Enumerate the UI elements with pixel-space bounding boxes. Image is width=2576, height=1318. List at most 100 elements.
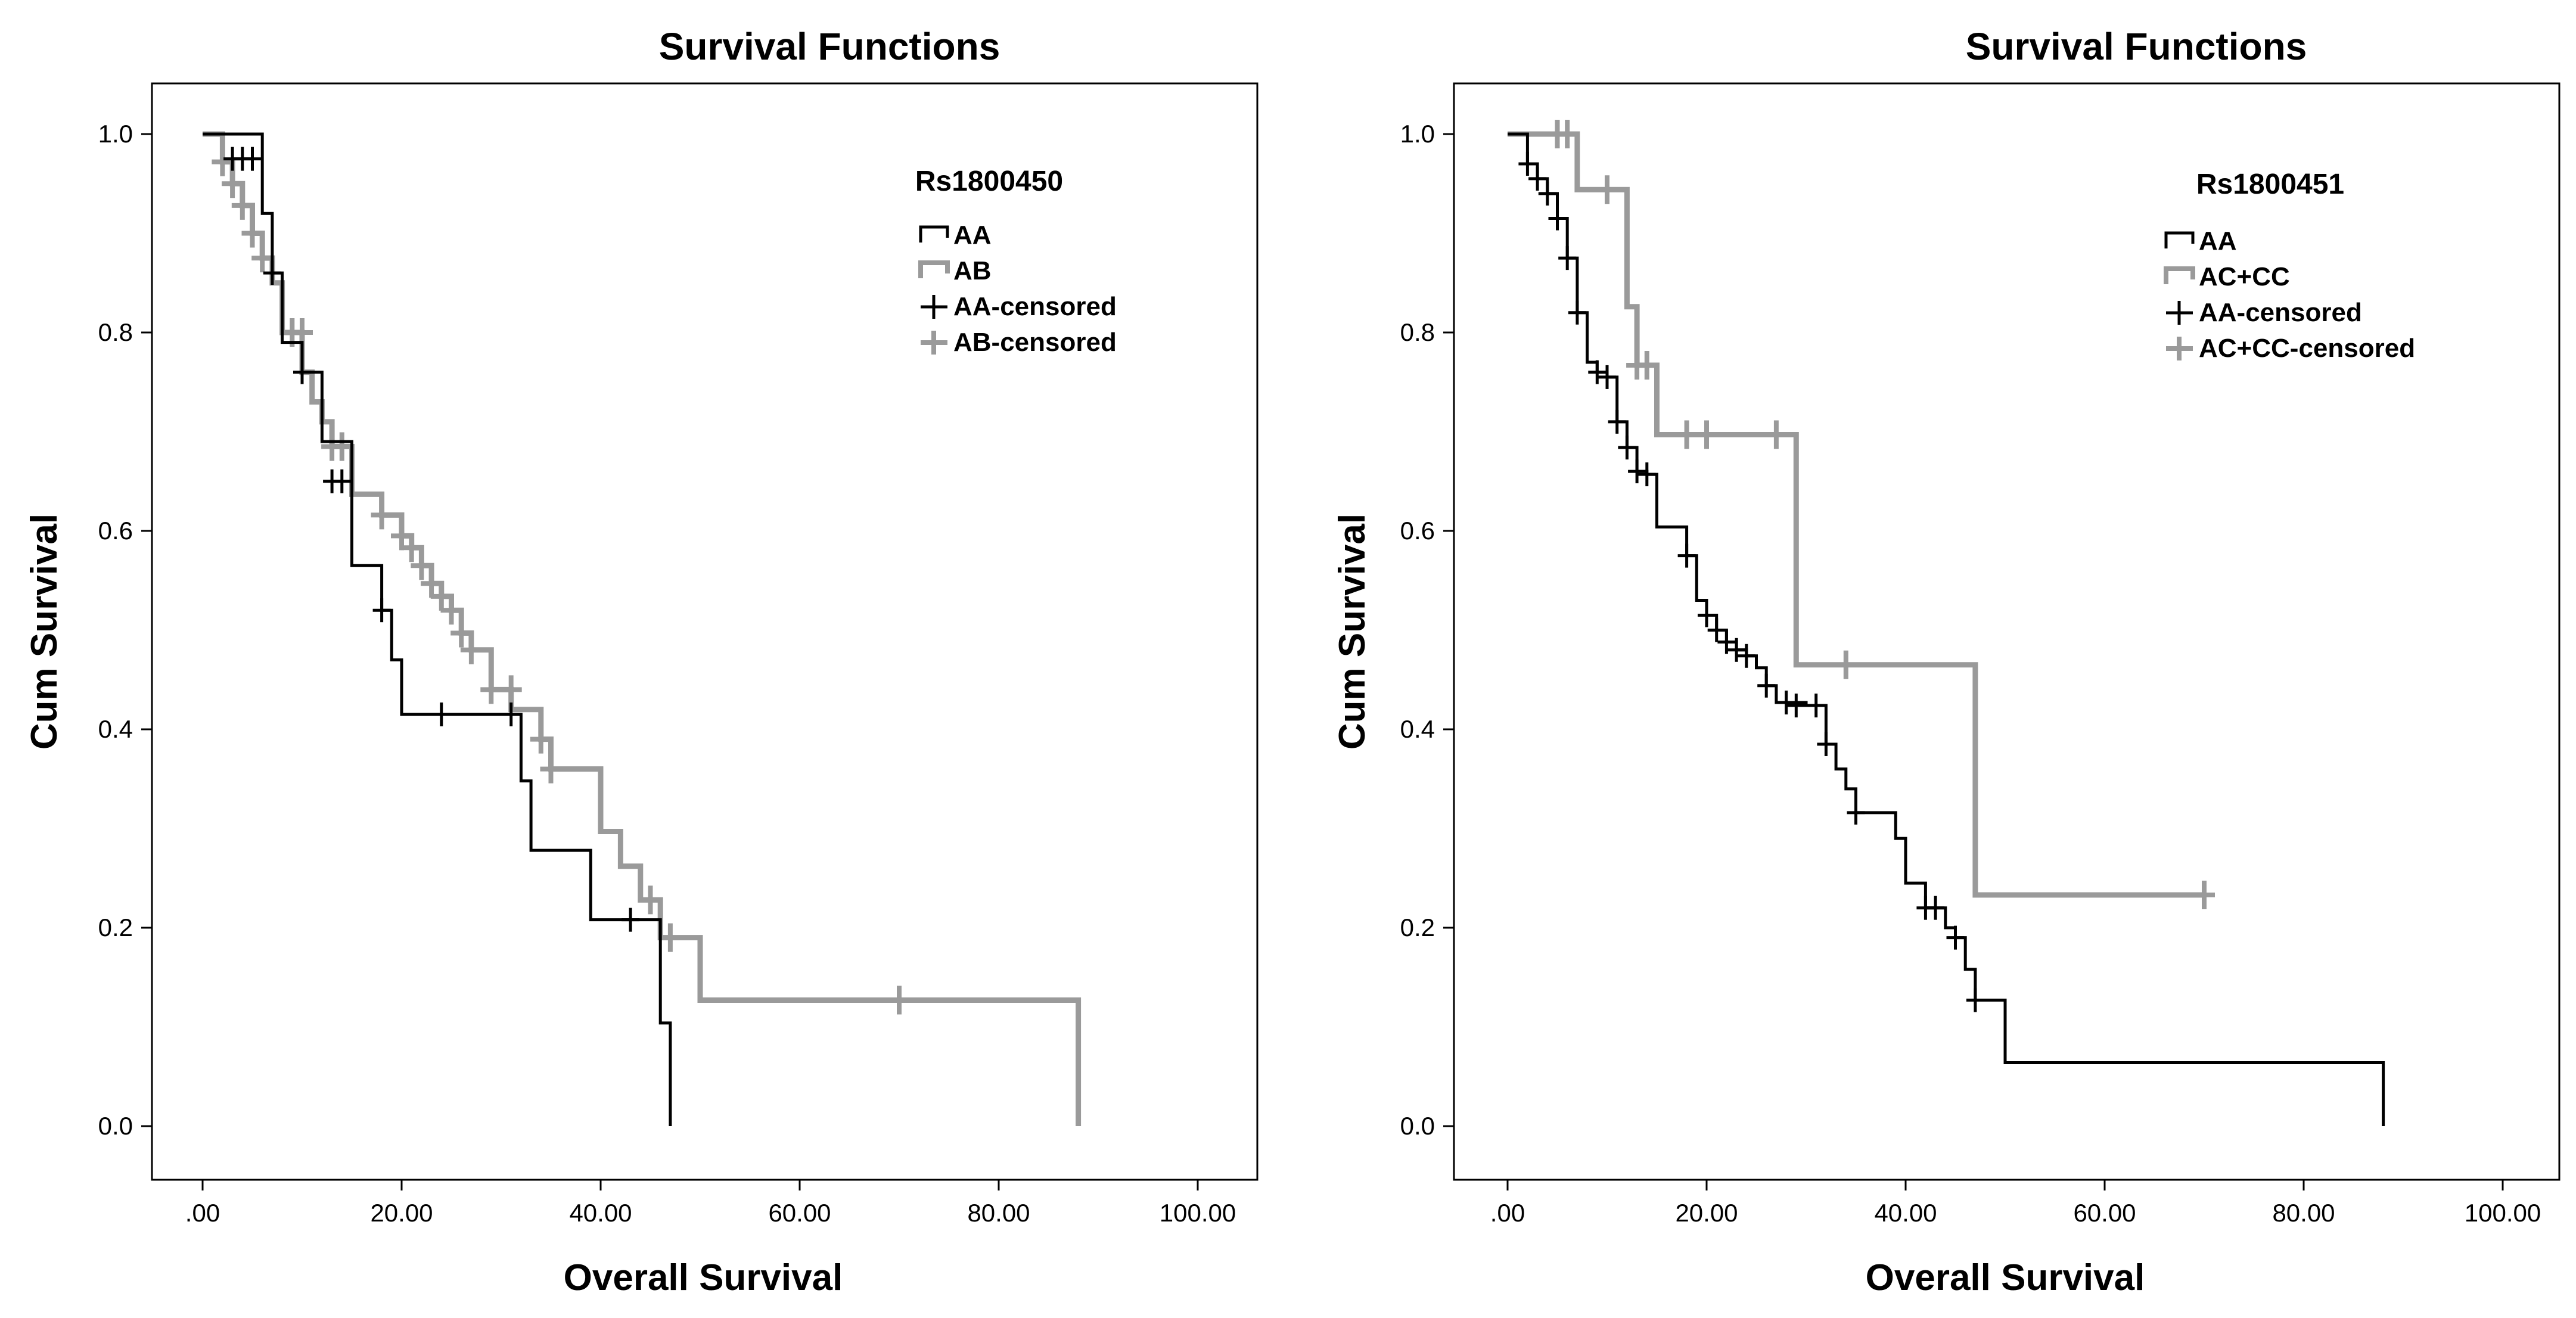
censor-mark xyxy=(241,219,263,248)
censor-mark xyxy=(502,702,520,727)
chart-title: Survival Functions xyxy=(659,25,1000,68)
legend-label: AA xyxy=(953,220,992,250)
x-axis: .00 20.00 40.00 60.00 80.00 100.00 xyxy=(185,1180,1236,1227)
y-tick-label: 0.2 xyxy=(1400,913,1435,941)
y-tick-label: 0.8 xyxy=(1400,318,1435,346)
legend-line-swatch xyxy=(2164,266,2195,284)
censor-mark xyxy=(1835,650,1857,679)
legend-title: Rs1800450 xyxy=(915,166,1063,197)
censor-mark xyxy=(1946,925,1965,950)
series-layer xyxy=(203,131,1082,1126)
y-axis-label: Cum Survival xyxy=(24,514,65,750)
legend-label: AA xyxy=(2199,226,2237,256)
censor-mark xyxy=(231,191,253,220)
legend-item: AB-censored xyxy=(921,328,1117,357)
censor-mark xyxy=(1568,300,1586,325)
survival-chart-rs1800451: Survival Functions Overall Survival Cum … xyxy=(1332,25,2561,1298)
x-tick-label: 40.00 xyxy=(1874,1199,1937,1227)
legend-item: AA-censored xyxy=(2166,298,2362,327)
censor-mark xyxy=(1598,365,1616,389)
censor-mark xyxy=(1698,603,1716,627)
censor-mark xyxy=(1637,462,1656,487)
censor-mark xyxy=(251,244,274,273)
y-axis: 0.0 0.2 0.4 0.6 0.8 1.0 xyxy=(98,120,152,1140)
legend-item: AA-censored xyxy=(921,292,1117,321)
censor-mark xyxy=(212,147,234,176)
legend-item: AB xyxy=(918,256,992,285)
censor-mark xyxy=(1676,420,1698,449)
x-axis: .00 20.00 40.00 60.00 80.00 100.00 xyxy=(1490,1180,2541,1227)
censor-mark xyxy=(1757,673,1776,698)
legend-line-swatch xyxy=(2164,231,2195,248)
censor-mark xyxy=(1596,175,1618,204)
censor-mark xyxy=(1528,166,1547,191)
y-tick-label: 0.0 xyxy=(98,1112,133,1140)
x-tick-label: 100.00 xyxy=(2465,1199,2541,1227)
censor-mark xyxy=(372,598,391,623)
censor-mark xyxy=(1717,630,1736,654)
y-tick-label: 1.0 xyxy=(98,120,133,148)
censor-mark xyxy=(1588,360,1606,384)
censor-mark xyxy=(2193,881,2215,910)
y-tick-label: 0.4 xyxy=(98,715,133,743)
legend: Rs1800450 AA AB AA-censored AB-censored xyxy=(915,166,1117,357)
censor-mark xyxy=(411,551,433,580)
x-tick-label: 80.00 xyxy=(967,1199,1030,1227)
censor-mark xyxy=(1847,800,1865,825)
censor-mark xyxy=(1966,988,1984,1012)
legend-line-swatch xyxy=(918,260,950,278)
censor-mark xyxy=(1765,420,1787,449)
censor-mark xyxy=(1618,436,1636,460)
legend-item: AA xyxy=(2164,226,2237,256)
x-tick-label: 60.00 xyxy=(2073,1199,2136,1227)
censor-mark xyxy=(1518,151,1537,176)
censor-mark xyxy=(440,596,462,625)
y-tick-label: 1.0 xyxy=(1400,120,1435,148)
legend-label: AA-censored xyxy=(2199,298,2362,327)
censor-mark xyxy=(333,469,351,493)
censor-mark xyxy=(639,885,661,915)
censor-mark xyxy=(1727,638,1746,662)
censor-mark xyxy=(331,432,353,461)
censor-mark xyxy=(460,635,482,664)
censor-mark xyxy=(500,675,522,704)
x-axis-label: Overall Survival xyxy=(564,1257,843,1298)
legend-item: AA xyxy=(919,220,992,250)
x-tick-label: 20.00 xyxy=(370,1199,433,1227)
censor-mark xyxy=(1628,459,1646,484)
censor-mark xyxy=(622,907,640,932)
legend-item: AC+CC xyxy=(2164,262,2290,291)
censor-mark xyxy=(1817,732,1835,756)
legend-label: AA-censored xyxy=(953,292,1117,321)
legend-label: AC+CC-censored xyxy=(2199,334,2415,363)
survival-curve-ac-cc xyxy=(1508,131,2204,898)
censor-mark xyxy=(530,725,552,754)
y-tick-label: 0.0 xyxy=(1400,1112,1435,1140)
x-tick-label: 20.00 xyxy=(1675,1199,1738,1227)
x-tick-label: 100.00 xyxy=(1160,1199,1236,1227)
censor-mark xyxy=(1777,691,1795,715)
censor-mark xyxy=(480,675,502,704)
legend-label: AB xyxy=(953,256,992,285)
chart-title: Survival Functions xyxy=(1966,25,2307,68)
censor-mark xyxy=(1556,120,1578,148)
x-tick-label: 80.00 xyxy=(2272,1199,2335,1227)
censor-mark xyxy=(450,618,473,648)
legend-line-swatch xyxy=(919,225,949,243)
x-tick-label: .00 xyxy=(1490,1199,1525,1227)
censor-mark xyxy=(432,702,450,727)
y-tick-label: 0.2 xyxy=(98,913,133,941)
legend-label: AC+CC xyxy=(2199,262,2290,291)
censor-mark xyxy=(1787,694,1806,718)
legend: Rs1800451 AA AC+CC AA-censored AC+CC-censor… xyxy=(2164,169,2415,363)
y-axis-label: Cum Survival xyxy=(1332,514,1373,750)
legend-items: AA AC+CC AA-censored AC+CC-censored xyxy=(2164,226,2415,363)
censor-mark xyxy=(421,569,443,598)
censor-mark xyxy=(659,923,681,952)
legend-item: AC+CC-censored xyxy=(2166,334,2415,363)
x-axis-label: Overall Survival xyxy=(1866,1257,2145,1298)
censor-mark xyxy=(1608,409,1626,434)
censor-mark xyxy=(1926,896,1945,920)
censor-mark xyxy=(371,501,393,530)
